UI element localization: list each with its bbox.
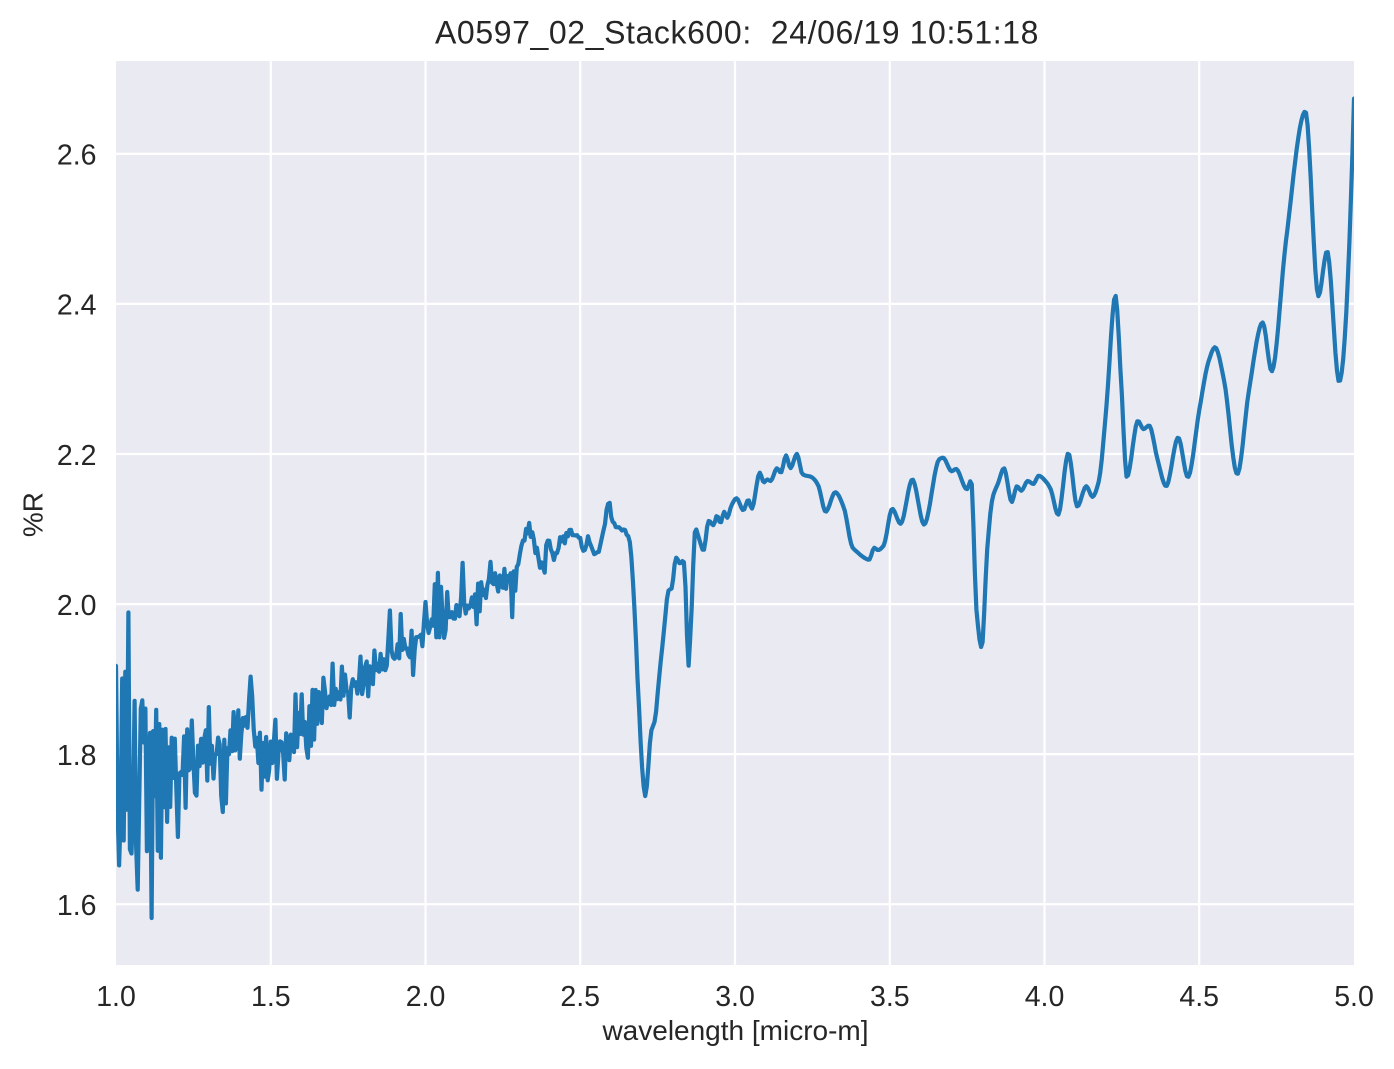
svg-text:1.5: 1.5 (251, 981, 291, 1013)
svg-text:2.5: 2.5 (560, 981, 600, 1013)
svg-text:4.0: 4.0 (1025, 981, 1065, 1013)
svg-text:wavelength [micro-m]: wavelength [micro-m] (601, 1015, 868, 1046)
svg-text:3.0: 3.0 (715, 981, 755, 1013)
svg-text:2.2: 2.2 (57, 440, 97, 472)
svg-text:1.6: 1.6 (57, 890, 97, 922)
svg-text:2.4: 2.4 (57, 290, 97, 322)
svg-text:2.0: 2.0 (406, 981, 446, 1013)
svg-text:3.5: 3.5 (870, 981, 910, 1013)
svg-text:2.6: 2.6 (57, 140, 97, 172)
svg-text:A0597_02_Stack600: 24/06/19 1: A0597_02_Stack600: 24/06/19 10:51:18 (435, 15, 1039, 51)
svg-text:1.0: 1.0 (96, 981, 136, 1013)
svg-text:2.0: 2.0 (57, 590, 97, 622)
svg-text:4.5: 4.5 (1179, 981, 1219, 1013)
svg-text:%R: %R (18, 492, 49, 537)
svg-text:5.0: 5.0 (1334, 981, 1374, 1013)
svg-text:1.8: 1.8 (57, 740, 97, 772)
